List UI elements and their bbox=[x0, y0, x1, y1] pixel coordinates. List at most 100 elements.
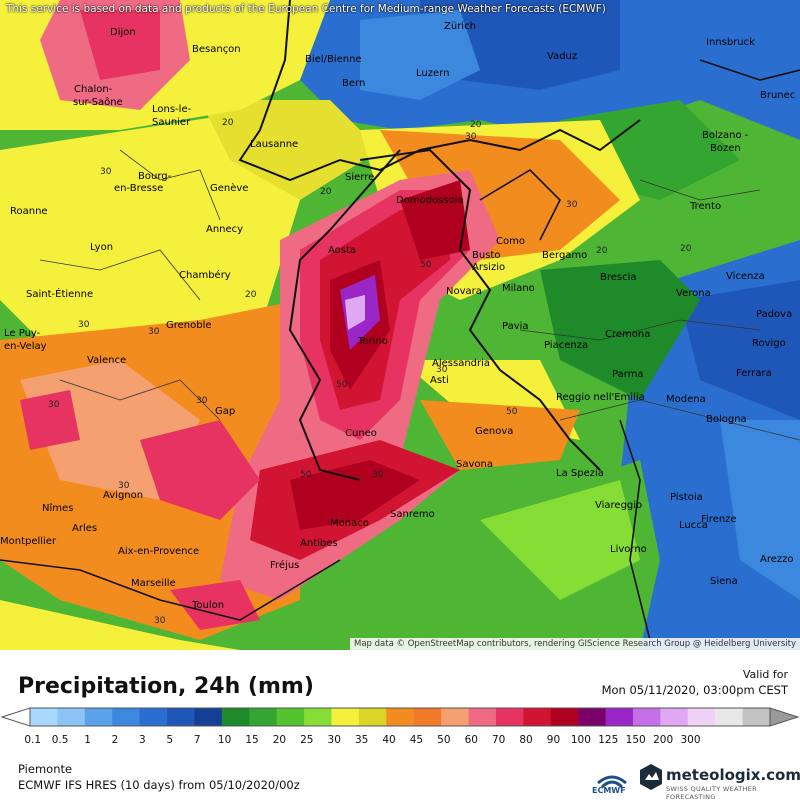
scale-swatch bbox=[687, 708, 716, 726]
scale-tick-label: 0.1 bbox=[24, 734, 42, 746]
city-label: Dijon bbox=[110, 27, 136, 38]
scale-swatch bbox=[358, 708, 387, 726]
scale-swatch bbox=[386, 708, 415, 726]
contour-label: 20 bbox=[320, 187, 332, 197]
scale-tick-label: 100 bbox=[570, 734, 591, 746]
city-label: Gap bbox=[215, 406, 236, 417]
city-label: Genova bbox=[475, 426, 514, 437]
city-label: Fréjus bbox=[270, 560, 300, 571]
city-label: Aosta bbox=[328, 245, 357, 256]
scale-tick-label: 60 bbox=[464, 734, 478, 746]
city-label: Bozen bbox=[710, 143, 741, 154]
city-label: Biel/Bienne bbox=[305, 54, 362, 65]
city-label: Zürich bbox=[444, 21, 476, 32]
ecmwf-logo bbox=[597, 775, 627, 789]
contour-label: 20 bbox=[596, 246, 608, 256]
scale-swatch bbox=[441, 708, 470, 726]
city-label: Aix-en-Provence bbox=[118, 546, 200, 557]
contour-label: 20 bbox=[470, 120, 482, 130]
scale-tick-label: 80 bbox=[519, 734, 533, 746]
scale-tick-label: 150 bbox=[625, 734, 646, 746]
city-label: Annecy bbox=[206, 224, 244, 235]
city-label: Brescia bbox=[600, 272, 637, 283]
city-label: en-Bresse bbox=[114, 183, 164, 194]
city-label: Le Puy- bbox=[4, 328, 41, 339]
contour-label: 30 bbox=[100, 167, 112, 177]
scale-tick-label: 1 bbox=[84, 734, 91, 746]
scale-swatch bbox=[57, 708, 86, 726]
city-label: Firenze bbox=[701, 514, 737, 525]
scale-tick-label: 90 bbox=[546, 734, 561, 746]
scale-swatch bbox=[413, 708, 442, 726]
scale-tick-label: 40 bbox=[382, 734, 396, 746]
precipitation-field bbox=[0, 0, 800, 650]
city-label: Arezzo bbox=[760, 554, 794, 565]
scale-swatch bbox=[605, 708, 634, 726]
city-label: Viareggio bbox=[595, 500, 643, 511]
disclaimer-text: This service is based on data and produc… bbox=[6, 3, 606, 15]
city-label: sur-Saône bbox=[73, 97, 123, 108]
city-label: Arsizio bbox=[472, 262, 506, 273]
scale-tick-label: 10 bbox=[217, 734, 232, 746]
city-label: Milano bbox=[502, 283, 535, 294]
city-label: Asti bbox=[430, 375, 449, 386]
scale-swatch bbox=[523, 708, 552, 726]
precipitation-map[interactable]: This service is based on data and produc… bbox=[0, 0, 800, 650]
city-label: Lucca bbox=[679, 520, 708, 531]
contour-label: 30 bbox=[118, 481, 130, 491]
meteologix-logo-icon[interactable] bbox=[638, 762, 664, 792]
city-label: Brunec bbox=[760, 90, 796, 101]
meteologix-brand-name[interactable]: meteologix.com bbox=[666, 766, 800, 784]
contour-label: 20 bbox=[222, 118, 234, 128]
city-label: Como bbox=[496, 236, 525, 247]
scale-swatch bbox=[304, 708, 332, 726]
scale-swatch bbox=[30, 708, 58, 726]
contour-label: 50 bbox=[420, 260, 432, 270]
city-label: Torino bbox=[358, 336, 388, 347]
city-label: Busto bbox=[472, 250, 501, 261]
city-label: Livorno bbox=[610, 544, 647, 555]
city-label: Vaduz bbox=[547, 51, 578, 62]
contour-label: 30 bbox=[154, 616, 166, 626]
city-label: Cremona bbox=[605, 329, 651, 340]
city-label: Sanremo bbox=[390, 509, 435, 520]
scale-tick-label: 50 bbox=[437, 734, 451, 746]
city-label: Luzern bbox=[416, 68, 450, 79]
city-label: Arles bbox=[72, 523, 98, 534]
city-label: Bern bbox=[342, 78, 366, 89]
contour-label: 30 bbox=[372, 470, 384, 480]
city-label: Genève bbox=[210, 183, 249, 194]
scale-tick-label: 7 bbox=[193, 734, 201, 746]
city-label: Siena bbox=[710, 576, 738, 587]
city-label: Parma bbox=[612, 369, 644, 380]
scale-tick-label: 125 bbox=[598, 734, 619, 746]
city-label: Domodossola bbox=[396, 195, 464, 206]
city-label: Antibes bbox=[300, 538, 338, 549]
city-label: en-Velay bbox=[4, 341, 47, 352]
scale-tick-label: 15 bbox=[245, 734, 259, 746]
meteologix-tagline: SWISS QUALITY WEATHER FORECASTING bbox=[666, 785, 757, 801]
city-label: Lausanne bbox=[250, 139, 299, 150]
valid-time: Mon 05/11/2020, 03:00pm CEST bbox=[601, 683, 788, 697]
scale-tick-label: 300 bbox=[680, 734, 701, 746]
scale-tick-label: 45 bbox=[409, 734, 424, 746]
scale-swatch bbox=[495, 708, 524, 726]
city-label: Sierre bbox=[345, 172, 375, 183]
city-label: Bolzano - bbox=[702, 130, 749, 141]
city-label: Roanne bbox=[10, 206, 48, 217]
contour-label: 30 bbox=[48, 400, 60, 410]
scale-border bbox=[29, 707, 771, 727]
map-attribution: Map data © OpenStreetMap contributors, r… bbox=[350, 638, 800, 650]
city-label: Modena bbox=[666, 394, 706, 405]
scale-swatch bbox=[221, 708, 250, 726]
city-label: Valence bbox=[87, 355, 127, 366]
scale-swatch bbox=[331, 708, 360, 726]
data-disclaimer: This service is based on data and produc… bbox=[0, 0, 800, 18]
scale-swatch bbox=[578, 708, 607, 726]
scale-swatch bbox=[84, 708, 113, 726]
city-label: Avignon bbox=[103, 490, 144, 501]
model-run-info: ECMWF IFS HRES (10 days) from 05/10/2020… bbox=[18, 778, 300, 792]
contour-label: 50 bbox=[506, 407, 518, 417]
contour-label: 30 bbox=[436, 365, 448, 375]
city-label: Toulon bbox=[192, 600, 225, 611]
